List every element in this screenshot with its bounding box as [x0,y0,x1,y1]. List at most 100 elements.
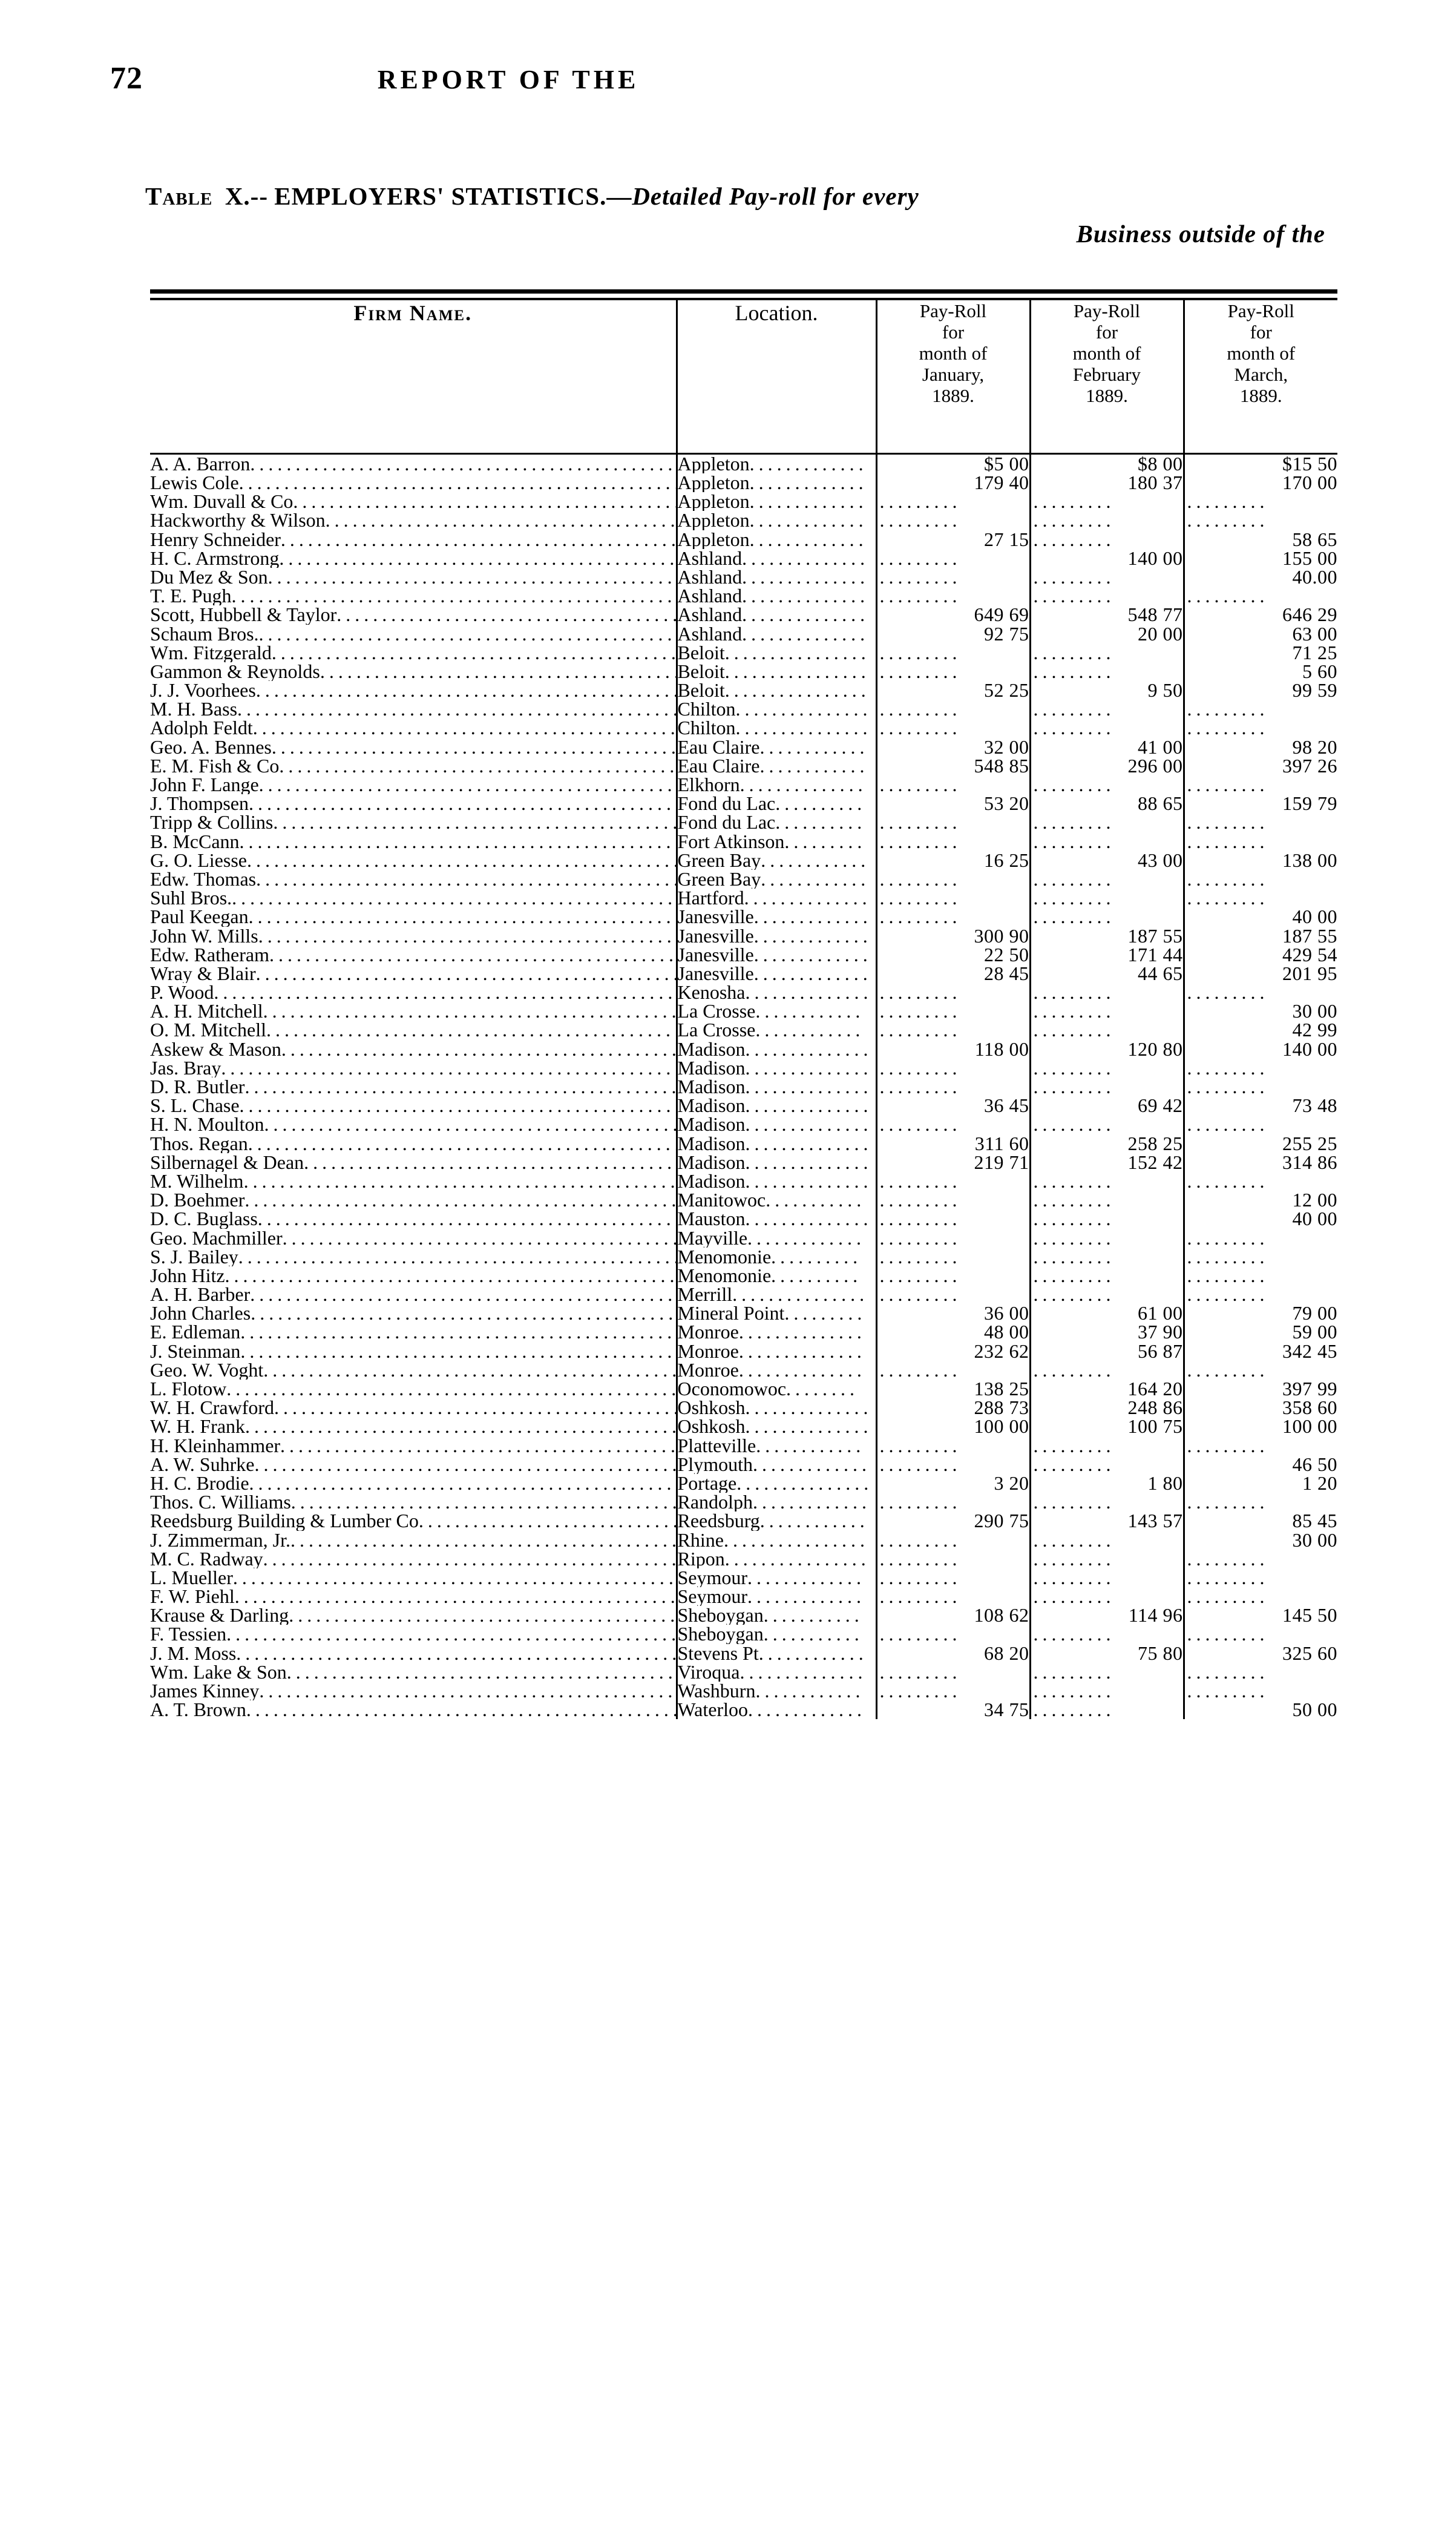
amount-text: 248 86 [1127,1398,1183,1418]
table-row: D. R. Butler............................… [150,1077,1337,1097]
leader-dots: ........................................… [225,1266,677,1286]
amount-text: 63 00 [1292,624,1337,643]
table-row: S. J. Bailey............................… [150,1247,1337,1266]
empty-cell-dots: ......... [879,662,962,682]
cell-february: ......... [1029,1247,1184,1266]
location-text: Madison [677,1115,746,1134]
leader-dots: ................ [724,1549,870,1568]
cell-march: 159 79 [1182,794,1337,814]
firm-name-text: Edw. Ratheram [150,945,269,964]
leader-dots: ........................................… [269,945,677,964]
location-text: Menomonie [677,1266,772,1286]
empty-cell-dots: ......... [1187,1587,1269,1607]
amount-text: $15 50 [1282,453,1337,473]
empty-cell-dots: ......... [1187,1493,1269,1512]
cell-march: 170 00 [1182,473,1337,493]
cell-january: 27 15 [875,530,1030,549]
cell-firm-name: B. McCann...............................… [150,832,677,851]
amount-text: 187 55 [1127,926,1183,946]
cell-january: 28 45 [875,964,1030,984]
location-text: Madison [677,1039,746,1059]
empty-cell-dots: ......... [1187,1077,1269,1097]
cell-march: 50 00 [1182,1700,1337,1720]
table-row: Wm. Lake & Son..........................… [150,1662,1337,1682]
firm-name-text: Gammon & Reynolds [150,662,320,682]
cell-firm-name: Paul Keegan.............................… [150,907,677,926]
cell-march: ......... [1182,1549,1337,1568]
cell-march: ......... [1182,775,1337,795]
firm-name-text: M. H. Bass [150,700,238,719]
empty-cell-dots: ......... [879,889,962,908]
firm-name-text: H. Kleinhammer [150,1436,281,1455]
table-row: E. M. Fish & Co.........................… [150,756,1337,775]
leader-dots: ........................................… [221,1058,677,1077]
cell-firm-name: H. Kleinhammer..........................… [150,1436,677,1455]
leader-dots: ................ [724,662,870,682]
firm-name-text: D. R. Butler [150,1077,245,1097]
cell-february: ......... [1029,1568,1184,1588]
cell-location: Madison.............. [675,1058,876,1077]
leader-dots: ........... [763,1625,864,1644]
cell-february: ......... [1029,1077,1184,1097]
amount-text: 71 25 [1292,643,1337,662]
amount-text: 342 45 [1282,1341,1337,1361]
leader-dots: .............. [742,605,870,625]
cell-march: 58 65 [1182,530,1337,549]
cell-february: ......... [1029,1209,1184,1229]
table-row: A. H. Mitchell..........................… [150,1002,1337,1021]
cell-january: ......... [875,1209,1030,1229]
leader-dots: ........................................… [281,1039,677,1059]
leader-dots: ............ [759,737,869,757]
leader-dots: ........................................… [214,983,677,1002]
cell-firm-name: D. R. Butler............................… [150,1077,677,1096]
cell-january: ......... [875,1247,1030,1266]
cell-february: ......... [1029,1058,1184,1077]
leader-dots: .............. [738,1341,866,1361]
empty-cell-dots: ......... [879,643,962,662]
cell-location: Appleton............. [675,492,876,512]
cell-january: ......... [875,889,1030,908]
empty-cell-dots: ......... [1033,1436,1115,1455]
leader-dots: ........................................… [250,453,677,473]
empty-cell-dots: ......... [1033,1077,1115,1097]
cell-march: ......... [1182,492,1337,512]
cell-location: Ashland.............. [675,567,876,587]
firm-name-text: Paul Keegan [150,907,249,927]
amount-text: 40 00 [1292,1209,1337,1229]
firm-name-text: H. C. Armstrong [150,548,280,568]
table-row: W. H. Frank.............................… [150,1417,1337,1436]
leader-dots: ........................................… [271,643,677,662]
cell-january: 118 00 [875,1039,1030,1059]
cell-february: ......... [1029,775,1184,795]
cell-january: ......... [875,1662,1030,1682]
firm-name-text: Thos. Regan [150,1134,248,1153]
leader-dots: ............. [747,1568,866,1588]
amount-text: 34 75 [984,1700,1029,1720]
empty-cell-dots: ......... [1187,1568,1269,1588]
amount-text: 56 87 [1138,1341,1183,1361]
cell-february: ......... [1029,889,1184,908]
empty-cell-dots: ......... [1033,1493,1115,1512]
table-row: Schaum Bros.............................… [150,624,1337,643]
empty-cell-dots: ......... [879,1662,962,1682]
empty-cell-dots: ......... [1187,1436,1269,1455]
cell-january: 34 75 [875,1700,1030,1720]
leader-dots: .......... [775,794,867,814]
cell-firm-name: J. Zimmerman, Jr........................… [150,1531,677,1550]
location-text: Fort Atkinson [677,832,785,851]
cell-february: 248 86 [1029,1398,1184,1418]
cell-location: Madison.............. [675,1115,876,1134]
location-text: Mineral Point [677,1304,785,1323]
empty-cell-dots: ......... [1033,1625,1115,1644]
cell-location: Madison.............. [675,1171,876,1191]
firm-name-text: D. Boehmer [150,1191,245,1210]
leader-dots: .............. [745,1115,873,1134]
empty-cell-dots: ......... [1187,1662,1269,1682]
leader-dots: ........................................… [232,889,677,908]
cell-firm-name: W. H. Frank.............................… [150,1417,677,1436]
amount-text: 140 00 [1127,548,1183,568]
cell-january: ......... [875,1266,1030,1286]
table-row: H. C. Brodie............................… [150,1473,1337,1493]
cell-february: ......... [1029,1549,1184,1568]
leader-dots: ........................................… [246,850,677,870]
